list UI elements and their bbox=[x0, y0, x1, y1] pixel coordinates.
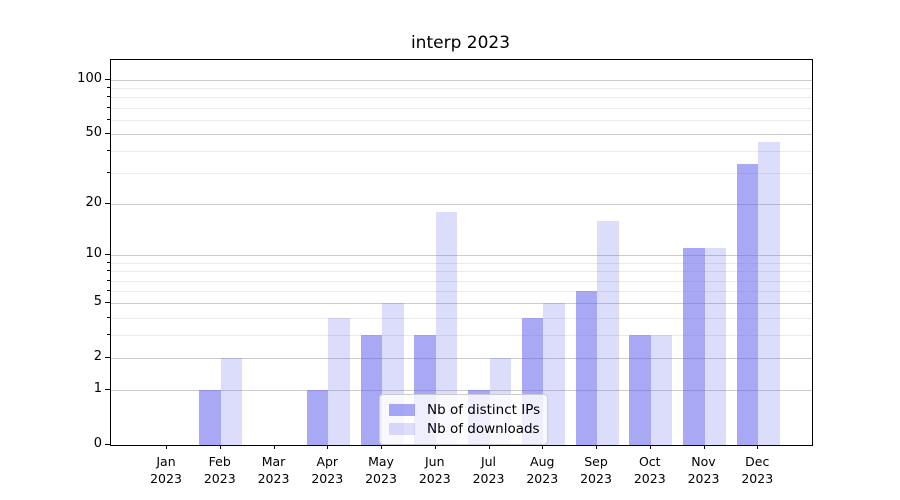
x-tick-label: Jun 2023 bbox=[418, 454, 451, 486]
x-tick-mark bbox=[327, 445, 329, 449]
y-minor-tick-mark bbox=[107, 262, 110, 263]
x-tick-mark bbox=[273, 445, 275, 449]
x-tick-label: Oct 2023 bbox=[633, 454, 666, 486]
gridline-minor bbox=[111, 173, 812, 175]
gridline-minor bbox=[111, 151, 812, 153]
legend-label-downloads: Nb of downloads bbox=[427, 421, 540, 437]
bar-downloads-jun bbox=[435, 212, 458, 445]
gridline-minor bbox=[111, 88, 812, 90]
x-tick-mark bbox=[703, 445, 705, 449]
x-tick-label: Jul 2023 bbox=[472, 454, 505, 486]
y-tick-mark bbox=[105, 357, 110, 358]
x-tick-mark bbox=[649, 445, 651, 449]
bar-downloads-oct bbox=[650, 335, 673, 445]
y-minor-tick-mark bbox=[107, 96, 110, 97]
gridline-minor bbox=[111, 335, 812, 337]
y-tick-mark bbox=[105, 79, 110, 80]
gridline-minor bbox=[111, 291, 812, 293]
y-tick-label: 0 bbox=[93, 436, 102, 451]
gridline-minor bbox=[111, 97, 812, 99]
gridline-major bbox=[111, 390, 812, 392]
bar-downloads-aug bbox=[543, 303, 565, 445]
bar-distinct-ips-sep bbox=[575, 291, 597, 445]
y-tick-label: 5 bbox=[93, 294, 102, 310]
y-minor-tick-mark bbox=[107, 172, 110, 173]
x-tick-label: Mar 2023 bbox=[257, 454, 290, 486]
y-tick-label: 20 bbox=[85, 195, 102, 211]
x-tick-mark bbox=[166, 445, 167, 449]
plot-area: Nb of distinct IPs Nb of downloads bbox=[110, 59, 813, 446]
y-minor-tick-mark bbox=[107, 317, 110, 318]
x-tick-mark bbox=[488, 445, 490, 449]
legend-label-distinct-ips: Nb of distinct IPs bbox=[427, 402, 541, 418]
y-tick-label: 50 bbox=[85, 125, 102, 140]
gridline-major bbox=[111, 255, 812, 257]
gridline-minor bbox=[111, 119, 812, 121]
bar-distinct-ips-may bbox=[360, 335, 382, 445]
gridline-major bbox=[111, 303, 812, 305]
y-tick-mark bbox=[105, 444, 110, 445]
y-tick-label: 1 bbox=[93, 381, 102, 397]
bar-downloads-sep bbox=[597, 220, 619, 445]
x-tick-label: May 2023 bbox=[365, 454, 397, 486]
chart-title: interp 2023 bbox=[410, 33, 511, 53]
legend-row: Nb of distinct IPs bbox=[380, 402, 547, 418]
bar-distinct-ips-oct bbox=[629, 335, 651, 445]
gridline-minor bbox=[111, 317, 812, 319]
gridline-major bbox=[111, 79, 812, 81]
y-minor-tick-mark bbox=[107, 150, 110, 151]
y-tick-label: 100 bbox=[77, 70, 102, 86]
gridline-minor bbox=[111, 107, 812, 109]
gridline-minor bbox=[111, 280, 812, 282]
x-tick-label: Nov 2023 bbox=[687, 454, 720, 486]
gridline-minor bbox=[111, 262, 812, 264]
bar-distinct-ips-apr bbox=[306, 390, 329, 445]
x-tick-mark bbox=[434, 445, 436, 449]
x-tick-mark bbox=[219, 445, 221, 449]
x-tick-label: Jan 2023 bbox=[150, 454, 182, 486]
bar-distinct-ips-feb bbox=[199, 390, 221, 445]
bar-downloads-apr bbox=[328, 317, 350, 445]
gridline-major bbox=[111, 358, 812, 360]
x-tick-mark bbox=[757, 445, 759, 449]
y-minor-tick-mark bbox=[107, 87, 110, 88]
y-tick-mark bbox=[105, 302, 110, 303]
legend-swatch-downloads bbox=[389, 423, 415, 435]
x-tick-mark bbox=[381, 445, 382, 449]
x-tick-label: Dec 2023 bbox=[741, 454, 774, 486]
x-tick-label: Sep 2023 bbox=[580, 454, 612, 486]
x-tick-label: Aug 2023 bbox=[526, 454, 559, 486]
y-minor-tick-mark bbox=[107, 334, 110, 335]
y-tick-mark bbox=[105, 389, 110, 390]
x-tick-mark bbox=[596, 445, 597, 449]
bar-distinct-ips-nov bbox=[683, 248, 705, 445]
x-tick-label: Apr 2023 bbox=[311, 454, 344, 486]
legend: Nb of distinct IPs Nb of downloads bbox=[379, 394, 548, 445]
y-minor-tick-mark bbox=[107, 290, 110, 291]
legend-swatch-distinct-ips bbox=[389, 404, 415, 416]
y-tick-mark bbox=[105, 203, 110, 204]
y-tick-label: 10 bbox=[85, 246, 102, 262]
bar-downloads-nov bbox=[704, 248, 726, 445]
x-tick-mark bbox=[542, 445, 544, 449]
gridline-major bbox=[111, 134, 812, 135]
gridline-minor bbox=[111, 271, 812, 273]
y-minor-tick-mark bbox=[107, 119, 110, 120]
y-minor-tick-mark bbox=[107, 270, 110, 271]
y-tick-mark bbox=[105, 133, 110, 134]
y-minor-tick-mark bbox=[107, 107, 110, 108]
y-tick-label: 2 bbox=[93, 349, 102, 365]
y-minor-tick-mark bbox=[107, 280, 110, 281]
bar-downloads-feb bbox=[220, 358, 243, 445]
legend-row: Nb of downloads bbox=[380, 421, 547, 437]
bar-distinct-ips-dec bbox=[736, 163, 759, 445]
gridline-major bbox=[111, 204, 812, 206]
bar-downloads-dec bbox=[758, 142, 780, 445]
x-tick-label: Feb 2023 bbox=[203, 454, 236, 486]
y-tick-mark bbox=[105, 254, 110, 255]
